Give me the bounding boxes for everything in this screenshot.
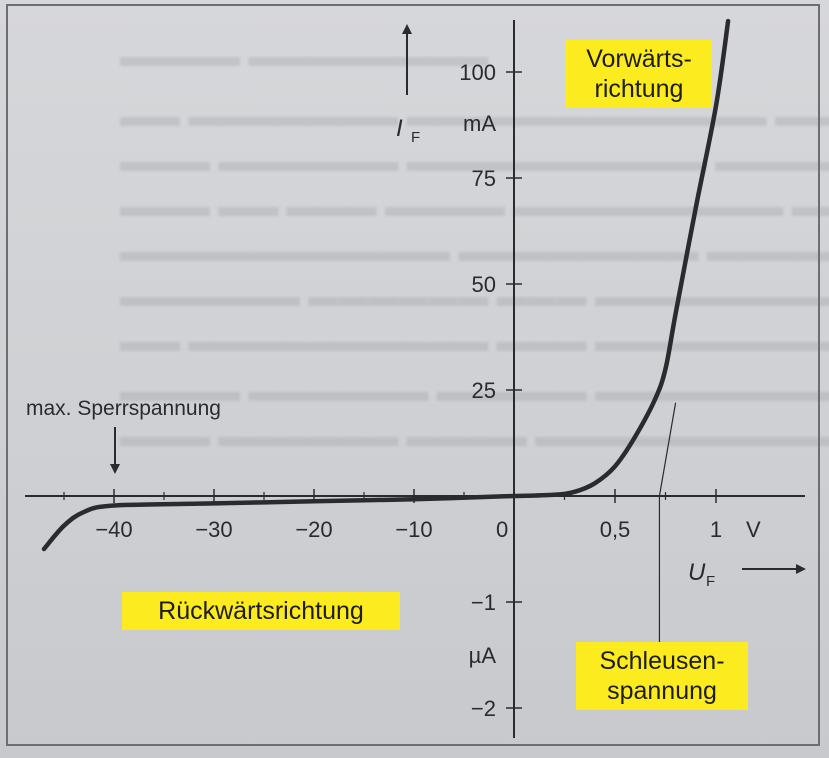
background-bleed-text: ▬▬▬▬▬▬▬▬▬▬▬ ▬▬▬▬▬▬▬▬ ▬▬▬▬▬▬▬▬ <box>120 235 829 268</box>
figure-frame <box>6 4 820 746</box>
forward-characteristic-curve <box>511 18 731 499</box>
background-bleed-text: ▬▬▬▬ ▬▬▬▬▬▬ ▬▬▬▬▬ ▬▬▬▬▬▬▬▬ ▬▬▬ <box>120 375 829 408</box>
reverse-direction-label: Rückwärtsrichtung <box>122 592 400 630</box>
reverse-characteristic-curve <box>41 493 517 552</box>
y-tick-label: −1 <box>471 590 496 615</box>
background-bleed-text: ▬▬▬ ▬▬ ▬▬▬ ▬▬▬▬ ▬▬▬▬▬▬▬▬▬ ▬▬▬ <box>120 190 829 223</box>
threshold-voltage-label-line1: Schleusen- <box>599 647 725 675</box>
x-tick-label: 1 <box>710 517 722 542</box>
x-axis-label-sub: F <box>706 573 715 590</box>
threshold-voltage-label: Schleusen- spannung <box>576 642 748 710</box>
x-tick-label: 0 <box>496 517 508 542</box>
threshold-voltage-label-line2: spannung <box>607 677 717 705</box>
forward-direction-label-line2: richtung <box>594 75 684 103</box>
background-bleed-text: ▬▬▬▬▬▬ ▬▬▬▬▬▬ ▬▬▬ ▬▬▬▬▬▬▬▬▬▬▬ <box>120 280 829 313</box>
x-tick-label: −10 <box>395 517 432 542</box>
y-axis-label-sub: F <box>411 129 420 146</box>
x-tick-label: −30 <box>195 517 232 542</box>
forward-direction-label-line1: Vorwärts- <box>586 45 692 73</box>
y-upper-unit-label: mA <box>463 111 496 136</box>
y-tick-label: −2 <box>471 696 496 721</box>
x-tick-label: −40 <box>95 517 132 542</box>
x-tick-label: 0,5 <box>600 517 631 542</box>
x-unit-label: V <box>746 517 761 542</box>
y-tick-label: 50 <box>472 272 496 297</box>
y-axis-label-main: I <box>396 115 403 142</box>
x-tick-label: −20 <box>295 517 332 542</box>
background-bleed-text: ▬▬▬ ▬▬▬▬▬▬ ▬▬▬▬▬▬▬▬▬▬ ▬▬▬▬▬▬ <box>120 145 829 178</box>
max-reverse-voltage-label: max. Sperrspannung <box>26 397 221 420</box>
y-tick-label: 100 <box>459 60 496 85</box>
threshold-tangent-line <box>658 402 677 497</box>
background-bleed-text: ▬▬▬▬ ▬▬▬▬▬▬▬▬ <box>120 40 489 73</box>
reverse-direction-label-text: Rückwärtsrichtung <box>158 597 364 625</box>
background-bleed-text: ▬▬ ▬▬▬▬▬▬▬▬▬▬ ▬▬▬ ▬▬▬▬▬▬▬▬▬ <box>120 325 829 358</box>
background-bleed-text: ▬▬▬ ▬▬▬▬▬▬ ▬▬▬▬ ▬▬▬▬▬▬▬▬▬▬▬ <box>120 420 829 453</box>
y-tick-label: 75 <box>472 166 496 191</box>
x-axis-label-main: U <box>688 559 706 586</box>
y-lower-unit-label: µA <box>469 643 497 668</box>
forward-direction-label: Vorwärts- richtung <box>566 40 712 108</box>
y-tick-label: 25 <box>472 378 496 403</box>
